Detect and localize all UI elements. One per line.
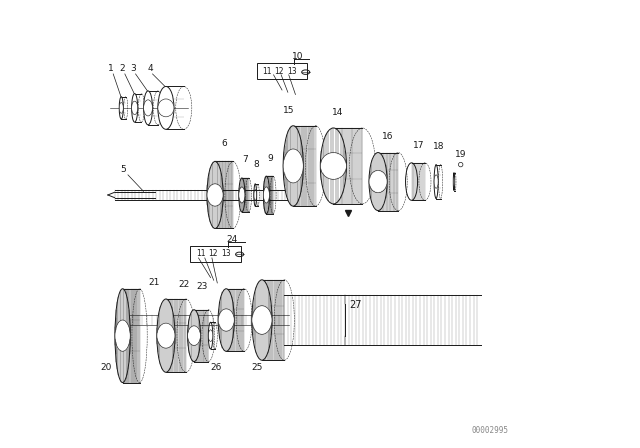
Text: 13: 13 (221, 250, 230, 258)
Text: 7: 7 (243, 155, 248, 164)
Text: 5: 5 (120, 165, 126, 174)
Ellipse shape (207, 184, 223, 206)
Ellipse shape (252, 280, 272, 360)
Text: 11: 11 (262, 67, 271, 76)
Text: 12: 12 (209, 250, 218, 258)
Ellipse shape (188, 326, 200, 345)
Text: 17: 17 (413, 141, 424, 151)
Text: 8: 8 (253, 159, 259, 168)
Text: 19: 19 (455, 150, 467, 159)
Text: 21: 21 (148, 277, 159, 287)
Text: 00002995: 00002995 (471, 426, 508, 435)
Ellipse shape (143, 91, 152, 125)
Text: 26: 26 (211, 363, 222, 372)
Text: 3: 3 (131, 64, 136, 73)
Ellipse shape (132, 94, 138, 122)
Ellipse shape (207, 161, 223, 228)
Ellipse shape (369, 170, 387, 193)
Ellipse shape (218, 289, 234, 351)
Text: 1: 1 (108, 64, 114, 73)
Ellipse shape (157, 323, 175, 348)
Text: 25: 25 (252, 363, 263, 372)
Text: 11: 11 (196, 250, 205, 258)
Ellipse shape (143, 100, 152, 116)
Text: 22: 22 (179, 280, 190, 289)
Text: 12: 12 (275, 67, 284, 76)
Ellipse shape (209, 330, 213, 341)
Ellipse shape (434, 164, 438, 198)
Text: 20: 20 (101, 363, 112, 372)
Text: 10: 10 (292, 52, 303, 60)
Text: 18: 18 (433, 142, 444, 151)
Ellipse shape (453, 172, 454, 190)
Text: 4: 4 (147, 64, 153, 73)
Text: 23: 23 (196, 282, 207, 291)
Ellipse shape (406, 163, 417, 200)
Text: 27: 27 (349, 300, 362, 310)
Ellipse shape (119, 97, 124, 119)
Ellipse shape (132, 101, 138, 115)
Ellipse shape (239, 178, 245, 212)
Ellipse shape (283, 126, 303, 206)
Ellipse shape (434, 175, 438, 188)
Ellipse shape (239, 187, 245, 203)
Ellipse shape (369, 152, 387, 211)
Ellipse shape (264, 187, 269, 203)
Text: 2: 2 (120, 64, 125, 73)
Text: 6: 6 (221, 139, 227, 148)
Ellipse shape (321, 152, 346, 179)
Ellipse shape (218, 309, 234, 331)
Ellipse shape (158, 86, 174, 129)
Ellipse shape (158, 99, 174, 117)
Ellipse shape (264, 176, 269, 214)
Ellipse shape (453, 177, 454, 186)
Text: 13: 13 (287, 67, 296, 76)
Ellipse shape (254, 190, 257, 200)
Ellipse shape (252, 306, 272, 334)
Text: 24: 24 (226, 235, 237, 244)
Text: 15: 15 (283, 106, 294, 115)
Ellipse shape (115, 289, 130, 383)
Ellipse shape (157, 299, 175, 372)
Text: 9: 9 (267, 154, 273, 163)
Text: 14: 14 (332, 108, 344, 117)
Ellipse shape (283, 149, 303, 183)
Ellipse shape (115, 320, 130, 351)
Text: 16: 16 (382, 132, 394, 142)
Ellipse shape (188, 310, 200, 362)
Ellipse shape (321, 128, 346, 204)
Ellipse shape (119, 103, 124, 113)
Ellipse shape (254, 184, 257, 206)
Ellipse shape (209, 322, 213, 349)
